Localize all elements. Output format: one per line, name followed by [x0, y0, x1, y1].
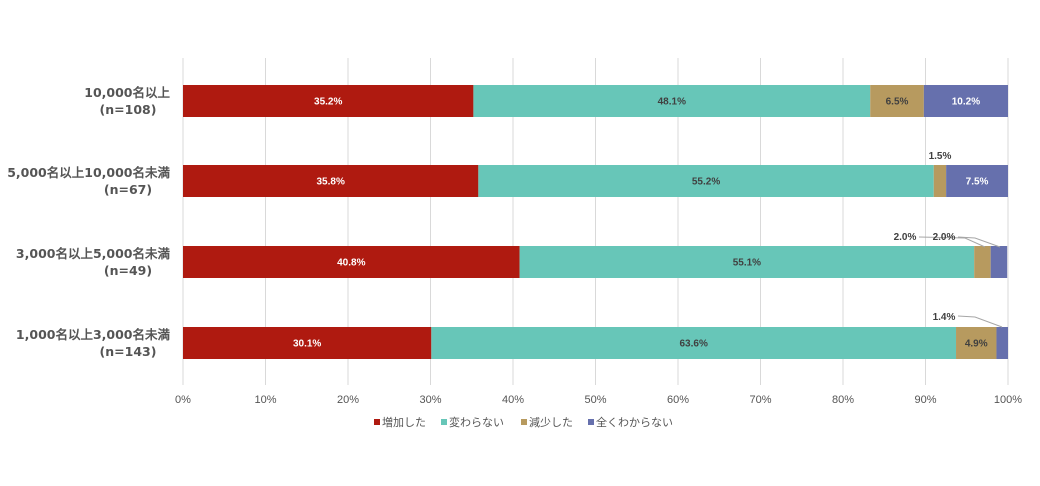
data-label-outside: 2.0% — [933, 232, 956, 243]
bar-segment — [956, 327, 997, 359]
x-tick-label: 50% — [584, 394, 606, 406]
bar-segment — [990, 246, 1008, 278]
data-labels: 35.2% 48.1% 6.5% 10.2% 35.8% 55.2% 7.5% 40.8% 55… — [293, 97, 1003, 350]
bar-segment — [996, 327, 1008, 359]
x-tick-label: 0% — [175, 394, 191, 406]
bar-segment — [870, 85, 924, 117]
leader-line — [957, 315, 1003, 328]
bar-segment — [431, 327, 957, 359]
x-tick-label: 100% — [994, 394, 1022, 406]
bar-segment — [923, 85, 1008, 117]
bar-segment — [183, 85, 474, 117]
legend-swatch — [521, 419, 527, 425]
bar-segment — [974, 246, 991, 278]
bar-segment — [183, 165, 479, 197]
legend-label: 全くわからない — [596, 415, 673, 429]
x-tick-label: 90% — [914, 394, 936, 406]
data-label: 4.9% — [965, 339, 988, 350]
x-axis-ticks: 0% 10% 20% 30% 40% 50% 60% 70% 80% 90% 100% — [175, 394, 1022, 406]
x-tick-label: 20% — [337, 394, 359, 406]
bar-segment — [946, 165, 1008, 197]
legend-swatch — [374, 419, 380, 425]
x-tick-label: 10% — [254, 394, 276, 406]
category-count-label: (n=108) — [100, 102, 157, 117]
data-label: 30.1% — [293, 339, 321, 350]
legend-swatch — [441, 419, 447, 425]
data-label: 10.2% — [952, 97, 980, 108]
legend-label: 変わらない — [449, 415, 504, 429]
bar-segment — [183, 246, 520, 278]
data-label: 48.1% — [658, 97, 686, 108]
leader-line — [957, 236, 1001, 248]
category-count-label: (n=143) — [100, 344, 157, 359]
data-label: 6.5% — [886, 97, 909, 108]
data-label: 35.2% — [314, 97, 342, 108]
bar-segment — [933, 165, 947, 197]
legend-label: 減少した — [529, 415, 573, 429]
category-labels: 10,000名以上 (n=108) 5,000名以上10,000名未満 (n=67) 3… — [7, 85, 170, 359]
data-label-outside: 1.4% — [933, 312, 956, 323]
data-label: 55.1% — [733, 258, 761, 269]
data-label: 40.8% — [337, 258, 365, 269]
bars — [183, 85, 1008, 359]
category-label: 1,000名以上3,000名未満 — [16, 327, 171, 342]
data-label: 55.2% — [692, 177, 720, 188]
category-label: 10,000名以上 — [84, 85, 170, 100]
bar-segment — [473, 85, 871, 117]
x-tick-label: 40% — [502, 394, 524, 406]
data-label: 7.5% — [966, 177, 989, 188]
data-label: 35.8% — [316, 177, 344, 188]
data-label: 63.6% — [679, 339, 707, 350]
data-label-outside: 1.5% — [929, 151, 952, 162]
x-tick-label: 60% — [667, 394, 689, 406]
bar-segment — [478, 165, 934, 197]
category-count-label: (n=67) — [104, 182, 152, 197]
x-tick-label: 30% — [419, 394, 441, 406]
legend-label: 増加した — [382, 416, 426, 429]
bar-segment — [519, 246, 975, 278]
x-tick-label: 80% — [832, 394, 854, 406]
data-label-outside: 2.0% — [894, 232, 917, 243]
legend: 増加した 変わらない 減少した 全くわからない — [374, 415, 673, 429]
leader-line — [918, 236, 986, 248]
category-label: 5,000名以上10,000名未満 — [7, 165, 170, 180]
bar-segment — [183, 327, 432, 359]
x-tick-label: 70% — [749, 394, 771, 406]
legend-swatch — [588, 419, 594, 425]
category-label: 3,000名以上5,000名未満 — [16, 246, 171, 261]
category-count-label: (n=49) — [104, 263, 152, 278]
